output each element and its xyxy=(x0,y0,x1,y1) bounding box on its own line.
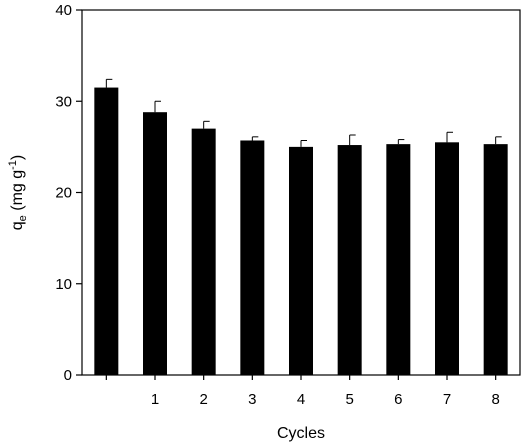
bar xyxy=(435,142,459,375)
x-tick-label: 5 xyxy=(345,391,353,408)
y-tick-label: 30 xyxy=(55,93,72,110)
bar xyxy=(191,128,216,375)
error-bars xyxy=(105,78,502,147)
y-tick-label: 10 xyxy=(55,276,72,293)
y-axis-title-sup: -1 xyxy=(7,160,19,170)
x-axis-ticks: 1 2 3 4 5 6 7 8 xyxy=(105,375,500,408)
x-tick-label: 7 xyxy=(443,391,451,408)
error-bar xyxy=(446,131,453,143)
y-axis-title-end: ) xyxy=(9,155,26,160)
bar xyxy=(386,144,411,375)
bar xyxy=(94,87,119,375)
x-tick-label: 2 xyxy=(199,391,207,408)
y-axis-ticks: 0 10 20 30 40 xyxy=(55,2,82,384)
bar-series xyxy=(94,87,508,375)
x-axis-title: Cycles xyxy=(277,425,325,442)
error-bar xyxy=(105,78,113,88)
y-axis-title-sub: e xyxy=(17,215,29,221)
bar xyxy=(483,144,508,375)
x-tick-label: 3 xyxy=(248,391,256,408)
y-axis-title: qe (mg g-1) xyxy=(7,155,29,230)
plot-frame xyxy=(81,9,521,376)
y-tick-label: 40 xyxy=(55,2,72,19)
error-bar xyxy=(300,139,307,147)
x-tick-label: 8 xyxy=(491,391,499,408)
bar xyxy=(289,146,313,375)
error-bar xyxy=(203,120,210,129)
error-bar xyxy=(349,134,356,146)
error-bar xyxy=(495,136,502,145)
y-axis-title-base: q xyxy=(9,221,26,230)
bar xyxy=(240,140,265,375)
error-bar xyxy=(154,100,161,113)
y-tick-label: 20 xyxy=(55,185,72,202)
error-bar xyxy=(397,139,405,145)
error-bar xyxy=(251,136,259,141)
bar xyxy=(337,145,362,375)
bar xyxy=(143,112,167,375)
x-tick-label: 4 xyxy=(297,391,305,408)
y-axis-title-rest: (mg g xyxy=(9,170,26,215)
x-tick-label: 6 xyxy=(394,391,402,408)
y-tick-label: 0 xyxy=(64,367,72,384)
x-tick-label: 1 xyxy=(151,391,159,408)
